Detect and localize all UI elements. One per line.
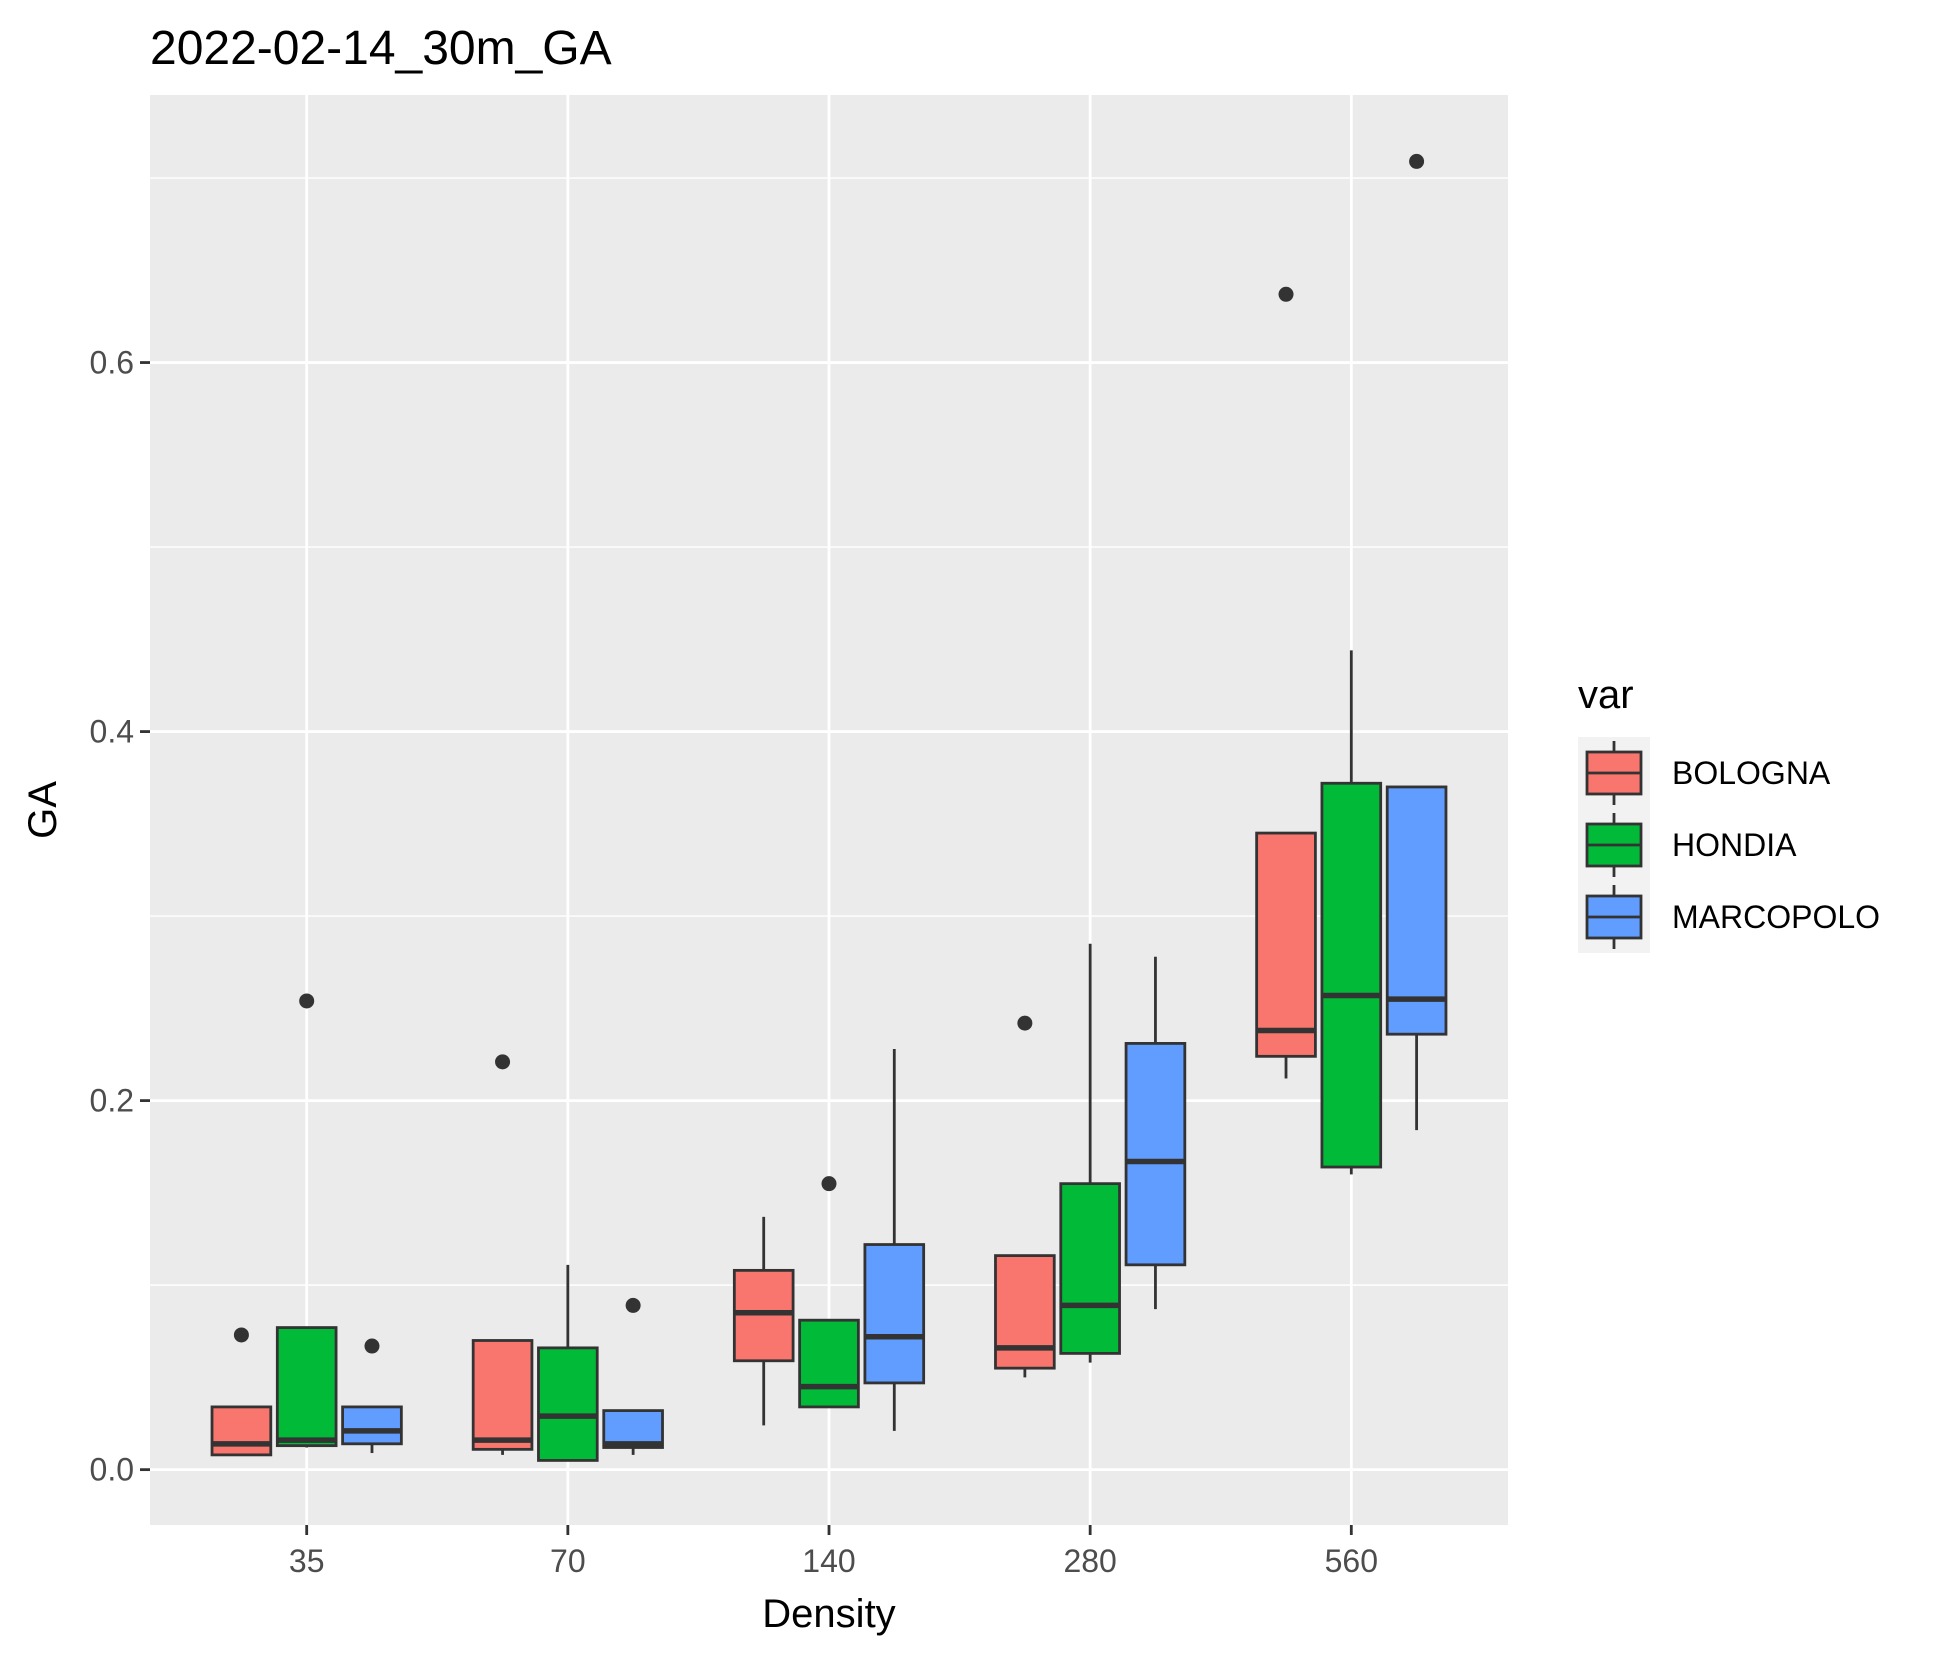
legend-label: MARCOPOLO [1672,899,1880,935]
box-bologna-560 [1255,286,1317,1079]
y-axis-title: GA [21,781,65,839]
boxes-layer [210,153,1448,1462]
outlier-point [821,1176,837,1192]
box-body [1059,1182,1121,1355]
box-marcopolo-35 [341,1338,403,1454]
x-tick-label: 70 [550,1543,586,1579]
box-marcopolo-70 [602,1297,664,1455]
box-body [1255,831,1317,1058]
box-body [994,1254,1056,1370]
outlier-point [364,1338,380,1354]
y-tick-label: 0.4 [90,714,134,750]
x-tick-label: 560 [1325,1543,1378,1579]
outlier-point [1409,153,1425,169]
y-tick-label: 0.0 [90,1452,134,1488]
box-body [1320,781,1383,1169]
box-hondia-560 [1320,650,1383,1175]
box-body [210,1405,273,1457]
y-tick-label: 0.6 [90,345,134,381]
box-body [863,1243,926,1385]
legend-title: var [1578,673,1634,717]
y-tick-label: 0.2 [90,1083,134,1119]
outlier-point [495,1054,511,1070]
box-bologna-280 [994,1015,1056,1378]
x-tick-label: 35 [289,1543,325,1579]
legend-item-hondia: HONDIA [1578,809,1797,881]
legend-label: BOLOGNA [1672,755,1831,791]
x-tick-label: 140 [802,1543,855,1579]
x-axis: 35 70 140 280 560 [289,1525,1378,1579]
box-body [275,1326,338,1448]
box-hondia-140 [798,1176,860,1409]
outlier-point [299,993,315,1009]
y-axis: 0.0 0.2 0.4 0.6 [90,345,150,1488]
box-marcopolo-560 [1385,153,1448,1131]
outlier-point [1017,1015,1033,1031]
box-body [1124,1042,1187,1267]
x-axis-title: Density [762,1592,895,1636]
box-body [732,1268,795,1363]
legend-item-marcopolo: MARCOPOLO [1578,881,1880,953]
legend-item-bologna: BOLOGNA [1578,737,1831,809]
x-tick-label: 280 [1063,1543,1116,1579]
legend-label: HONDIA [1672,827,1797,863]
box-hondia-70 [537,1264,599,1462]
outlier-point [1278,286,1294,302]
box-marcopolo-140 [863,1048,926,1431]
legend-keys: BOLOGNA HONDIA MARCOPOLO [1578,737,1880,953]
outlier-point [625,1297,641,1313]
box-body [1385,785,1448,1036]
box-body [537,1346,599,1462]
box-body [471,1339,534,1451]
box-bologna-35 [210,1327,273,1457]
chart-title: 2022-02-14_30m_GA [150,22,612,75]
box-hondia-35 [275,993,338,1448]
box-body [798,1318,860,1409]
box-body [341,1405,403,1446]
box-hondia-280 [1059,943,1121,1363]
legend: var BOLOGNA HONDIA MARCOPOLO [1578,673,1880,955]
box-marcopolo-280 [1124,956,1187,1310]
outlier-point [233,1327,249,1343]
box-bologna-140 [732,1216,795,1426]
box-bologna-70 [471,1054,534,1455]
